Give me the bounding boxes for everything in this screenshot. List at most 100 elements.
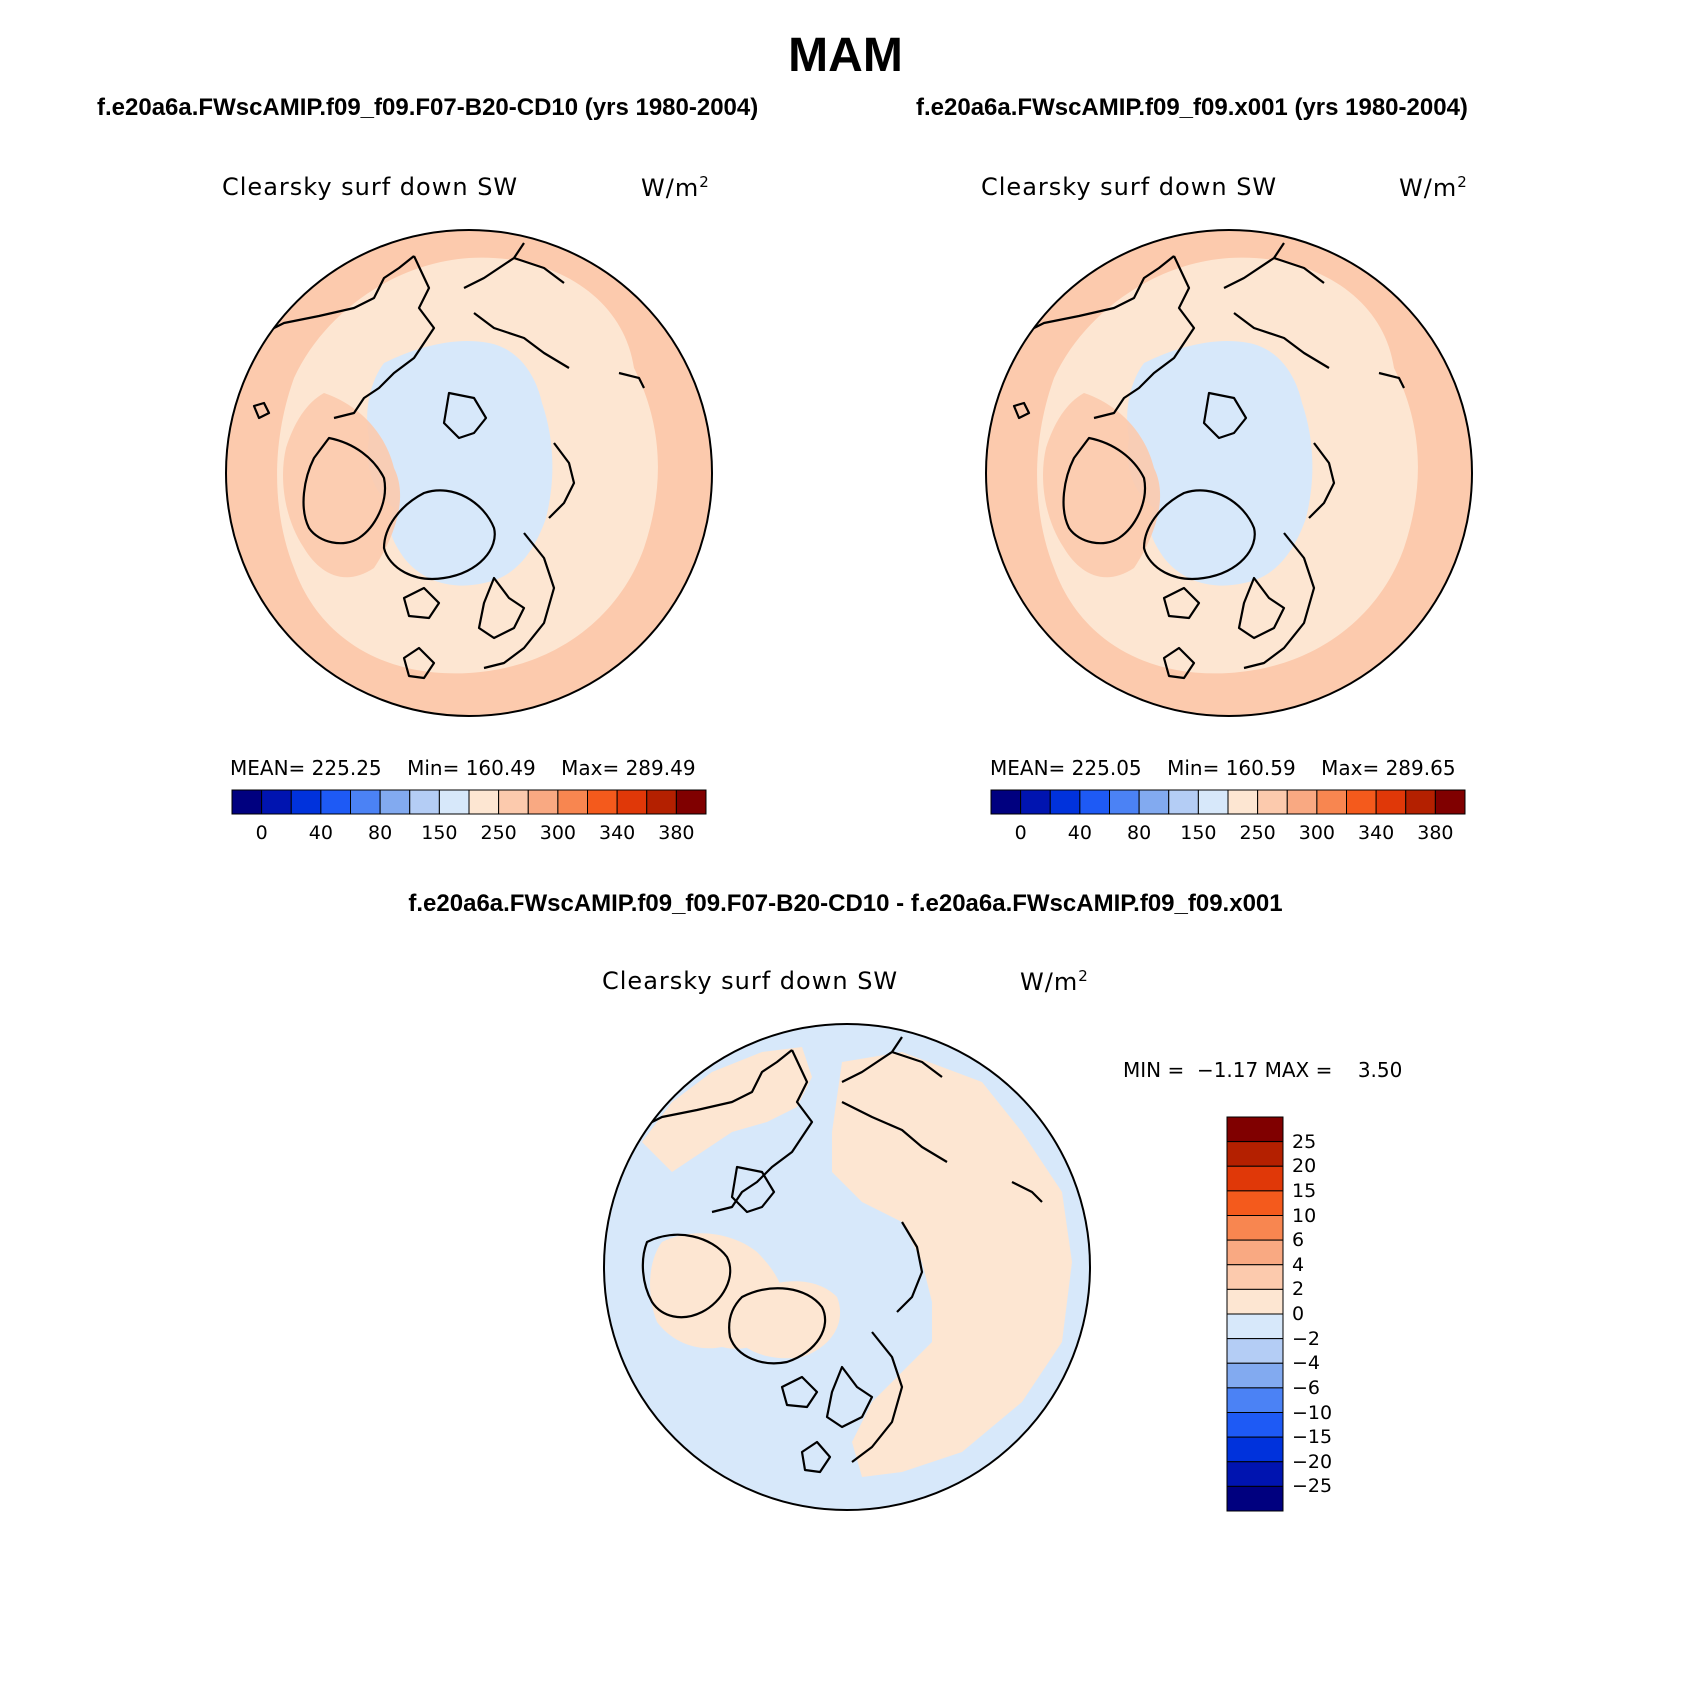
coastlines bbox=[252, 242, 645, 680]
colorbar-swatch bbox=[1226, 1116, 1284, 1143]
colorbar-swatch bbox=[1286, 789, 1318, 815]
colorbar-tick-label: 380 bbox=[1417, 822, 1454, 844]
colorbar-tick-label: 0 bbox=[1292, 1303, 1305, 1325]
diff-colorbar-ticks: 25 20 15 10 6 4 2 0 −2 −4 −6 −10 −15 −20 −25 bbox=[1292, 1117, 1372, 1511]
colorbar-swatch bbox=[1049, 789, 1081, 815]
colorbar-swatch bbox=[1168, 789, 1199, 815]
colorbar-swatch bbox=[320, 789, 351, 815]
positive-shading-north bbox=[642, 1047, 812, 1172]
colorbar-swatch bbox=[1109, 789, 1140, 815]
case2-variable-label: Clearsky surf down SW bbox=[981, 173, 1278, 201]
map-boundary bbox=[985, 229, 1473, 717]
diff-polar-map bbox=[603, 1023, 1091, 1511]
figure-title: MAM bbox=[788, 29, 903, 82]
case1-polar-map bbox=[225, 229, 713, 717]
case2-units: W/m2 bbox=[1399, 173, 1468, 202]
positive-shading-greenland bbox=[731, 1281, 841, 1359]
colorbar-swatch bbox=[1226, 1141, 1284, 1167]
colorbar-tick-label: 380 bbox=[658, 822, 695, 844]
colorbar-tick-label: 150 bbox=[421, 822, 458, 844]
case2-stats: MEAN= 225.05 Min= 160.59 Max= 289.65 bbox=[990, 756, 1456, 780]
case2-colorbar-ticks: 0 40 80 150 250 300 340 380 bbox=[991, 822, 1465, 846]
colorbar-swatch bbox=[1257, 789, 1288, 815]
colorbar-tick-label: 40 bbox=[308, 822, 333, 844]
colorbar-swatch bbox=[1226, 1239, 1284, 1266]
colorbar-swatch bbox=[1375, 789, 1407, 815]
colorbar-swatch bbox=[587, 789, 618, 815]
diff-colorbar bbox=[1226, 1116, 1284, 1512]
diff-min: −1.17 bbox=[1196, 1058, 1259, 1082]
polar-cap-shading bbox=[1127, 340, 1313, 586]
colorbar-tick-label: 250 bbox=[480, 822, 517, 844]
diff-stats: MIN = −1.17 MAX = 3.50 bbox=[1123, 1058, 1403, 1082]
colorbar-tick-label: 2 bbox=[1292, 1278, 1305, 1301]
colorbar-swatch bbox=[1226, 1338, 1284, 1364]
colorbar-tick-label: 150 bbox=[1180, 822, 1217, 844]
colorbar-tick-label: 300 bbox=[539, 822, 576, 844]
colorbar-swatch bbox=[1434, 789, 1466, 815]
colorbar-swatch bbox=[1226, 1485, 1284, 1512]
colorbar-swatch bbox=[1226, 1387, 1284, 1413]
colorbar-swatch bbox=[290, 789, 322, 815]
colorbar-tick-label: 4 bbox=[1292, 1253, 1305, 1276]
colorbar-tick-label: 0 bbox=[255, 822, 268, 844]
colorbar-swatch bbox=[350, 789, 381, 815]
case1-colorbar-ticks: 0 40 80 150 250 300 340 380 bbox=[232, 822, 706, 846]
diff-units: W/m2 bbox=[1020, 967, 1089, 996]
case2-colorbar bbox=[990, 789, 1466, 815]
colorbar-swatch bbox=[1346, 789, 1377, 815]
colorbar-swatch bbox=[261, 789, 292, 815]
map-boundary bbox=[225, 229, 713, 717]
colorbar-tick-label: −2 bbox=[1292, 1327, 1321, 1350]
colorbar-swatch bbox=[1316, 789, 1347, 815]
colorbar-swatch bbox=[1226, 1436, 1284, 1463]
case1-units: W/m2 bbox=[641, 173, 710, 202]
case1-title: f.e20a6a.FWscAMIP.f09_f09.F07-B20-CD10 (… bbox=[97, 94, 759, 121]
colorbar-swatch bbox=[557, 789, 588, 815]
colorbar-swatch bbox=[1226, 1412, 1284, 1438]
colorbar-swatch bbox=[1226, 1288, 1284, 1315]
colorbar-swatch bbox=[646, 789, 677, 815]
colorbar-tick-label: −6 bbox=[1292, 1376, 1321, 1399]
colorbar-swatch bbox=[1226, 1461, 1284, 1487]
colorbar-tick-label: −4 bbox=[1292, 1352, 1321, 1375]
colorbar-tick-label: 6 bbox=[1292, 1229, 1305, 1252]
case1-mean: 225.25 bbox=[311, 756, 382, 780]
colorbar-swatch bbox=[1226, 1362, 1284, 1389]
colorbar-tick-label: −20 bbox=[1292, 1450, 1333, 1473]
case1-min: 160.49 bbox=[465, 756, 536, 780]
colorbar-tick-label: 80 bbox=[1127, 822, 1152, 844]
colorbar-swatch bbox=[675, 789, 707, 815]
colorbar-tick-label: −10 bbox=[1292, 1401, 1333, 1424]
colorbar-tick-label: 80 bbox=[368, 822, 393, 844]
colorbar-swatch bbox=[379, 789, 411, 815]
colorbar-tick-label: 340 bbox=[598, 822, 636, 844]
colorbar-swatch bbox=[1405, 789, 1436, 815]
colorbar-tick-label: 0 bbox=[1014, 822, 1027, 844]
colorbar-swatch bbox=[409, 789, 440, 815]
colorbar-tick-label: 10 bbox=[1292, 1204, 1317, 1227]
case1-variable-label: Clearsky surf down SW bbox=[222, 173, 519, 201]
colorbar-tick-label: 25 bbox=[1292, 1130, 1317, 1153]
map-boundary bbox=[603, 1023, 1091, 1511]
colorbar-tick-label: 250 bbox=[1239, 822, 1276, 844]
colorbar-swatch bbox=[1226, 1215, 1284, 1241]
colorbar-swatch bbox=[468, 789, 500, 815]
case2-mean: 225.05 bbox=[1071, 756, 1142, 780]
case2-min: 160.59 bbox=[1225, 756, 1296, 780]
colorbar-swatch bbox=[1227, 789, 1259, 815]
case2-title: f.e20a6a.FWscAMIP.f09_f09.x001 (yrs 1980… bbox=[916, 94, 1468, 121]
coastlines bbox=[631, 1036, 1043, 1474]
colorbar-swatch bbox=[1226, 1264, 1284, 1290]
colorbar-swatch bbox=[1226, 1165, 1284, 1192]
colorbar-swatch bbox=[527, 789, 559, 815]
colorbar-tick-label: −15 bbox=[1292, 1426, 1333, 1449]
colorbar-swatch bbox=[616, 789, 648, 815]
colorbar-tick-label: 40 bbox=[1067, 822, 1092, 844]
colorbar-tick-label: 15 bbox=[1292, 1179, 1317, 1202]
colorbar-swatch bbox=[1079, 789, 1110, 815]
colorbar-swatch bbox=[438, 789, 470, 815]
polar-cap-shading bbox=[367, 340, 553, 586]
positive-shading-east bbox=[832, 1052, 1072, 1477]
colorbar-swatch bbox=[1226, 1313, 1284, 1340]
